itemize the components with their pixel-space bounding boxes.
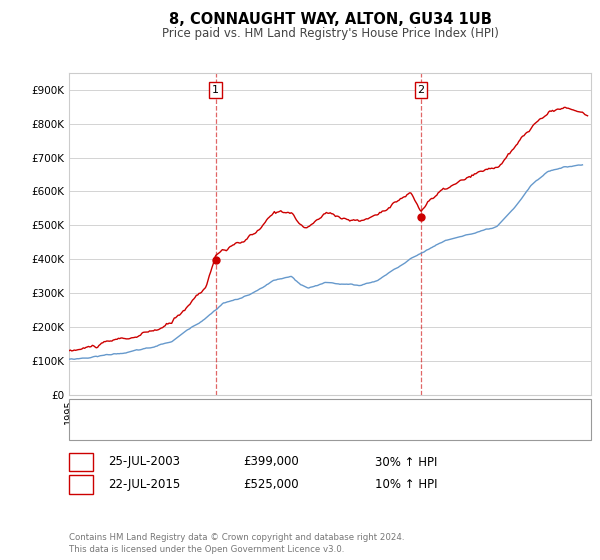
Text: £525,000: £525,000 [243,478,299,491]
Text: 8, CONNAUGHT WAY, ALTON, GU34 1UB: 8, CONNAUGHT WAY, ALTON, GU34 1UB [169,12,491,27]
Text: £399,000: £399,000 [243,455,299,469]
Text: HPI: Average price, detached house, East Hampshire: HPI: Average price, detached house, East… [110,423,385,433]
Text: 22-JUL-2015: 22-JUL-2015 [108,478,180,491]
Text: Price paid vs. HM Land Registry's House Price Index (HPI): Price paid vs. HM Land Registry's House … [161,27,499,40]
Text: 25-JUL-2003: 25-JUL-2003 [108,455,180,469]
Text: 2: 2 [418,85,424,95]
Text: Contains HM Land Registry data © Crown copyright and database right 2024.
This d: Contains HM Land Registry data © Crown c… [69,533,404,554]
Text: 8, CONNAUGHT WAY, ALTON, GU34 1UB (detached house): 8, CONNAUGHT WAY, ALTON, GU34 1UB (detac… [110,405,412,416]
Text: 1: 1 [77,455,85,469]
Text: 2: 2 [77,478,85,491]
Text: 1: 1 [212,85,219,95]
Text: 30% ↑ HPI: 30% ↑ HPI [375,455,437,469]
Text: 10% ↑ HPI: 10% ↑ HPI [375,478,437,491]
